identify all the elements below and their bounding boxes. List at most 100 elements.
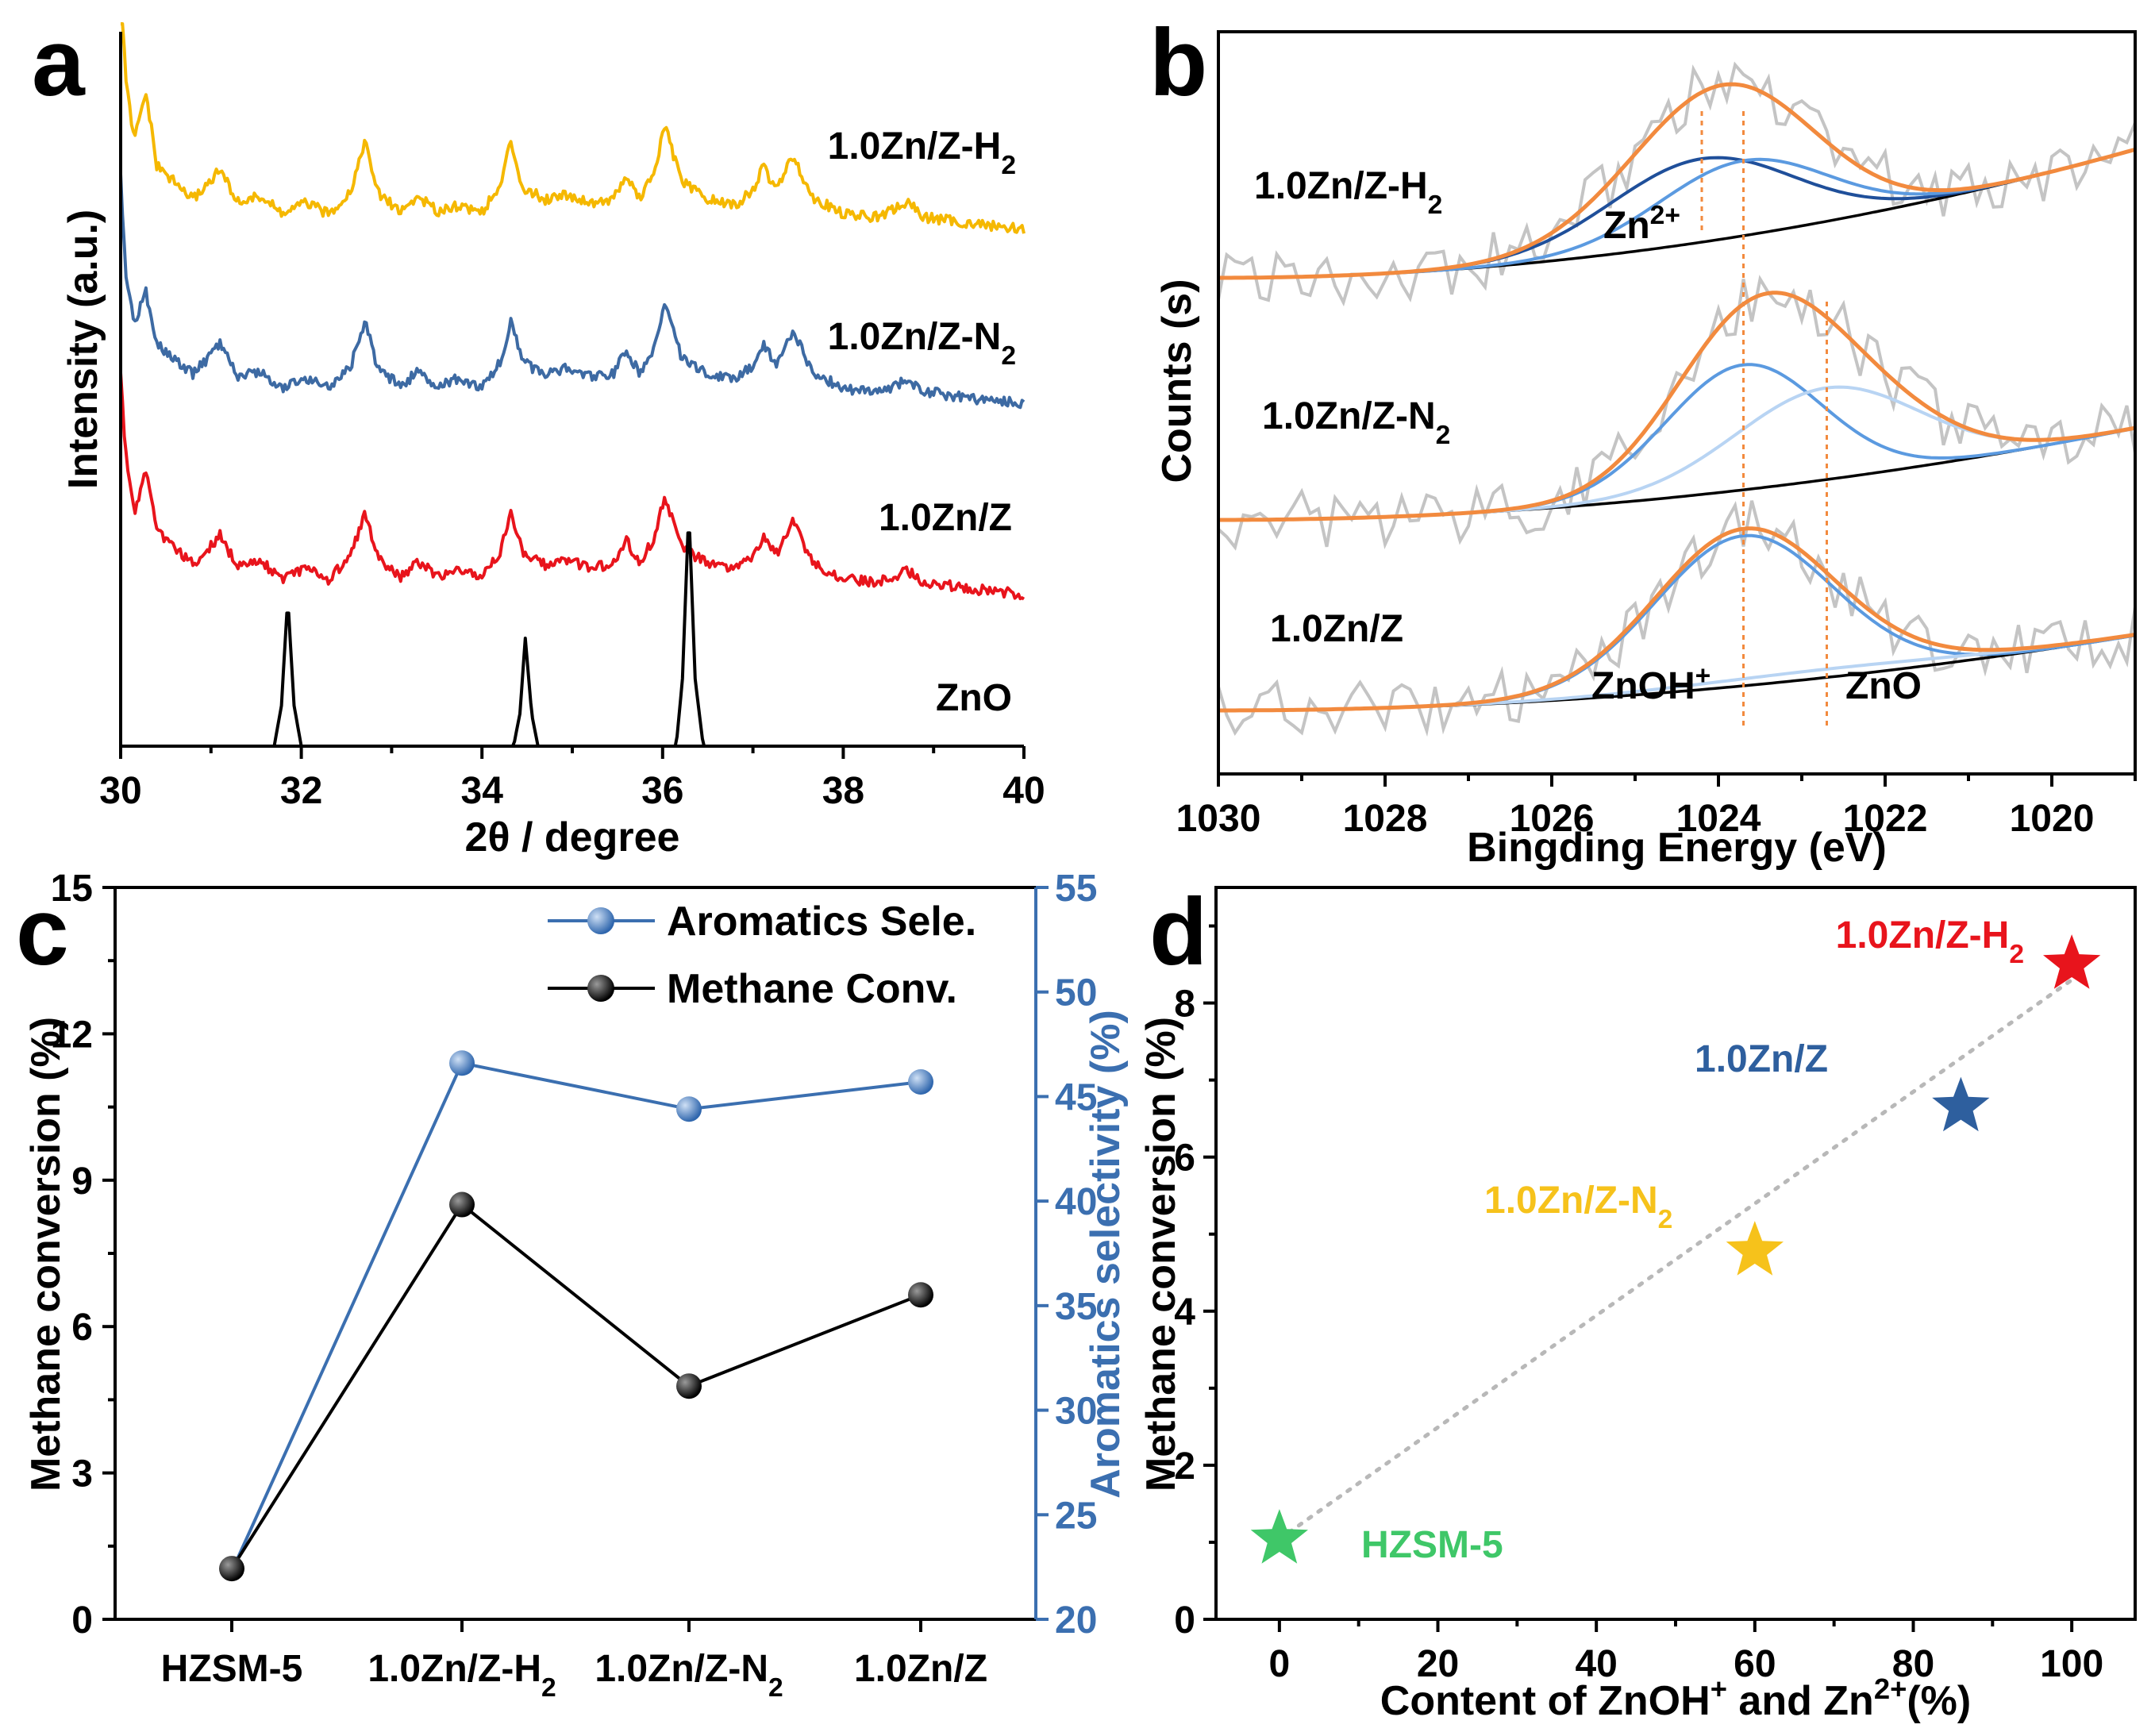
y-tick-label-d: 2 [1174,1445,1195,1488]
y-tick-label-c: 15 [51,868,93,910]
category-label-c: 1.0Zn/Z-N2 [595,1648,783,1703]
x-axis-label-d-part: + [1711,1672,1727,1705]
y2-tick-label-c: 20 [1055,1599,1097,1642]
y-tick-label-d: 0 [1174,1599,1195,1642]
x-axis-label-a: 2θ / degree [465,814,680,860]
y2-tick-label-c: 45 [1055,1076,1097,1118]
category-label-c: 1.0Zn/Z [854,1648,987,1690]
spectrum-label-n2-part: 1.0Zn/Z-N [1262,395,1436,437]
x-tick-label-a: 34 [461,770,504,812]
series-line-1 [230,1202,922,1570]
x-tick-label-b: 1030 [1176,798,1261,840]
x-tick-label-b: 1020 [2010,798,2095,840]
category-label-c-part: 1.0Zn/Z [854,1648,987,1690]
point-label-0-part: HZSM-5 [1361,1524,1503,1566]
y2-tick-label-c: 50 [1055,972,1097,1014]
data-point-1 [676,1373,702,1399]
spectrum-label-h2: 1.0Zn/Z-H2 [1254,165,1442,220]
species-label-znoh: ZnOH+ [1591,661,1711,708]
data-point-1 [219,1556,244,1582]
point-label-3-part: 2 [2009,940,2024,969]
xps-envelope-1 [1218,291,2136,522]
y-tick-label-d: 6 [1174,1137,1195,1180]
y2-tick-label-c: 30 [1055,1391,1097,1433]
species-label-znoh-part: + [1695,661,1711,691]
y-axis-label-b: Counts (s) [1154,279,1200,483]
x-axis-label-a-part: / degree [510,814,680,860]
series-label-znz-a: 1.0Zn/Z [879,497,1012,539]
series-label-h2-a-part: 2 [1001,151,1016,180]
y2-axis-label-c: Aromatics selectivity (%) [1083,1010,1129,1499]
x-axis-label-a-part: θ [487,814,510,860]
x-tick-label-d: 40 [1575,1643,1617,1685]
xrd-series-2 [119,372,1026,601]
x-tick-label-b: 1028 [1343,798,1428,840]
series-line-0 [230,1061,922,1572]
spectrum-label-h2-part: 2 [1428,191,1443,220]
x-tick-label-b: 1022 [1843,798,1928,840]
xps-envelope-0 [1218,82,2136,280]
scatter-star-1 [1726,1221,1784,1276]
series-label-n2-a-part: 1.0Zn/Z-N [828,316,1002,358]
point-label-3: 1.0Zn/Z-H2 [1836,914,2024,969]
panel-letter-c: c [16,879,69,985]
point-label-2-part: 1.0Zn/Z [1695,1038,1828,1080]
species-label-zn2-part: 2+ [1650,201,1680,230]
y-tick-label-c: 3 [71,1453,93,1495]
scatter-star-0 [1250,1509,1308,1564]
category-label-c-part: 1.0Zn/Z-H [368,1648,541,1690]
y-tick-label-c: 9 [71,1161,93,1203]
x-tick-label-d: 0 [1269,1643,1291,1685]
category-label-c-part: 1.0Zn/Z-N [595,1648,768,1690]
data-point-1 [908,1282,933,1308]
legend-label-0: Aromatics Sele. [667,899,976,945]
xps-raw-1 [1217,275,2137,551]
category-label-c: HZSM-5 [161,1648,303,1690]
x-axis-label-a-part: 2 [465,814,488,860]
x-axis-label-d-part: and Zn [1727,1678,1874,1724]
spectrum-label-h2-part: 1.0Zn/Z-H [1254,165,1428,207]
x-tick-label-d: 80 [1892,1643,1934,1685]
point-label-3-part: 1.0Zn/Z-H [1836,914,2010,957]
data-point-0 [676,1096,702,1122]
xrd-series-1 [119,174,1026,410]
spectrum-label-n2-part: 2 [1436,421,1451,450]
spectrum-label-n2: 1.0Zn/Z-N2 [1262,395,1450,450]
x-tick-label-a: 32 [280,770,322,812]
x-tick-label-d: 20 [1417,1643,1459,1685]
y2-tick-label-c: 25 [1055,1495,1097,1537]
y-axis-label-a: Intensity (a.u.) [60,210,106,489]
x-axis-label-d: Content of ZnOH+ and Zn2+(%) [1380,1672,1971,1725]
panel-b: 1030 1028 1026 1024 1022 1020 Bingding Energy … [1149,10,2137,871]
panel-letter-a: a [32,10,86,116]
series-label-n2-a: 1.0Zn/Z-N2 [828,316,1016,371]
panel-letter-d: d [1149,879,1207,985]
x-tick-label-b: 1026 [1510,798,1595,840]
x-axis-label-d-part: (%) [1907,1678,1971,1724]
scatter-star-2 [1932,1076,1990,1132]
category-label-c-part: HZSM-5 [161,1648,303,1690]
xrd-series-0 [121,22,1026,234]
x-tick-label-a: 30 [99,770,141,812]
y-tick-label-c: 0 [71,1599,93,1642]
x-tick-label-a: 38 [822,770,864,812]
axis-frame-b [1217,30,2137,776]
point-label-1: 1.0Zn/Z-N2 [1484,1180,1672,1234]
trend-line [1277,977,2074,1542]
point-label-0: HZSM-5 [1361,1524,1503,1566]
xps-raw-2 [1217,500,2137,737]
y2-tick-label-c: 55 [1055,868,1097,910]
data-point-1 [449,1191,475,1218]
scatter-star-3 [2043,934,2101,989]
y-tick-label-d: 4 [1174,1291,1195,1334]
data-point-0 [449,1050,475,1076]
species-label-zno: ZnO [1845,665,1922,707]
x-axis-label-d-part: Content of ZnOH [1380,1678,1711,1724]
y-tick-label-d: 8 [1174,983,1195,1026]
xps-envelope-2 [1218,526,2136,713]
y-tick-label-c: 6 [71,1307,93,1349]
point-label-1-part: 1.0Zn/Z-N [1484,1180,1658,1222]
